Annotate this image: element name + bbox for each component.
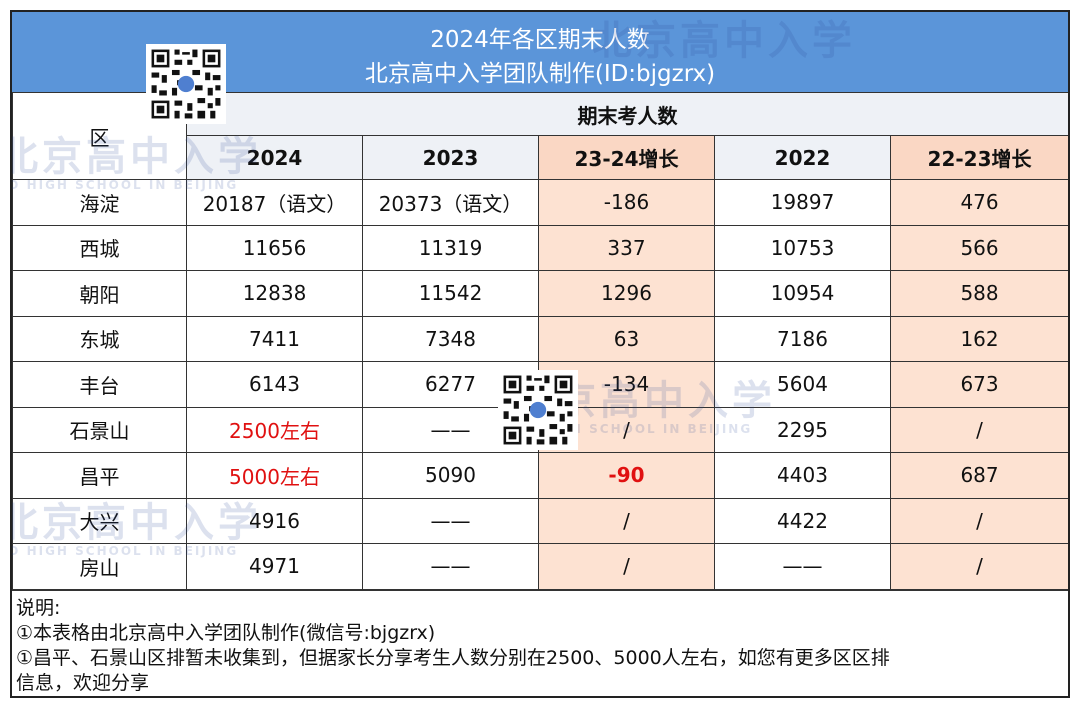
qr-code-icon — [501, 373, 575, 447]
enrollment-table: 区 期末考人数 2024 2023 23-24增长 2022 22-23增长 海… — [12, 92, 1068, 590]
cell-2022: 19897 — [714, 179, 891, 226]
cell-growth-23-24: / — [538, 543, 715, 590]
cell-growth-22-23: / — [889, 406, 1068, 453]
column-header-growth-23-24: 23-24增长 — [538, 135, 715, 180]
enrollment-table-sheet: 2024年各区期末人数 北京高中入学团队制作(ID:bjgzrx) 区 期末考人… — [10, 10, 1070, 698]
cell-growth-22-23: 162 — [889, 315, 1068, 362]
table-row: 朝阳 12838 11542 1296 10954 588 — [12, 270, 1068, 317]
notes-line-3: 信息，欢迎分享 — [16, 672, 150, 694]
district-cell: 朝阳 — [12, 270, 187, 317]
cell-2024: 7411 — [186, 315, 363, 362]
cell-2024: 12838 — [186, 270, 363, 317]
notes-line-1: ①本表格由北京高中入学团队制作(微信号:bjgzrx) — [16, 622, 436, 644]
district-cell: 西城 — [12, 224, 187, 271]
column-header-2024: 2024 — [186, 135, 363, 180]
cell-2022: 5604 — [714, 361, 891, 408]
cell-2024: 11656 — [186, 224, 363, 271]
cell-growth-22-23: 673 — [889, 361, 1068, 408]
notes-section: 说明: ①本表格由北京高中入学团队制作(微信号:bjgzrx) ①昌平、石景山区… — [12, 590, 1068, 696]
district-cell: 石景山 — [12, 406, 187, 453]
cell-2022: 10954 — [714, 270, 891, 317]
cell-2023: 5090 — [362, 452, 539, 499]
cell-2024: 6143 — [186, 361, 363, 408]
cell-2023: —— — [362, 543, 539, 590]
column-header-2023: 2023 — [362, 135, 539, 180]
page-title: 2024年各区期末人数 — [430, 27, 650, 53]
cell-2023: 7348 — [362, 315, 539, 362]
qr-code-center — [498, 370, 578, 450]
cell-growth-22-23: 588 — [889, 270, 1068, 317]
cell-2024: 5000左右 — [186, 452, 363, 499]
qr-code-icon — [149, 47, 223, 121]
notes-line-2: ①昌平、石景山区排暂未收集到，但据家长分享考生人数分别在2500、5000人左右… — [16, 647, 890, 669]
qr-code-top — [146, 44, 226, 124]
column-header-growth-22-23: 22-23增长 — [889, 135, 1068, 180]
cell-growth-23-24: 337 — [538, 224, 715, 271]
cell-2023: 20373（语文） — [362, 179, 539, 226]
notes-heading: 说明: — [16, 597, 61, 619]
cell-2024: 4916 — [186, 497, 363, 544]
cell-growth-22-23: / — [889, 497, 1068, 544]
cell-growth-23-24: / — [538, 497, 715, 544]
cell-2022: 2295 — [714, 406, 891, 453]
cell-2023: 11319 — [362, 224, 539, 271]
group-header: 期末考人数 — [185, 92, 1068, 136]
cell-2022: 4422 — [714, 497, 891, 544]
cell-growth-23-24: -186 — [538, 179, 715, 226]
district-cell: 昌平 — [12, 452, 187, 499]
district-cell: 丰台 — [12, 361, 187, 408]
district-cell: 大兴 — [12, 497, 187, 544]
cell-growth-23-24: 63 — [538, 315, 715, 362]
cell-2022: 4403 — [714, 452, 891, 499]
cell-growth-22-23: 476 — [889, 179, 1068, 226]
cell-2024: 20187（语文） — [186, 179, 363, 226]
table-row: 西城 11656 11319 337 10753 566 — [12, 224, 1068, 271]
cell-2024: 4971 — [186, 543, 363, 590]
cell-2023: 11542 — [362, 270, 539, 317]
table-row: 东城 7411 7348 63 7186 162 — [12, 315, 1068, 362]
cell-2022: —— — [714, 543, 891, 590]
table-header-row-1: 区 期末考人数 — [12, 92, 1068, 180]
cell-2024: 2500左右 — [186, 406, 363, 453]
table-row: 大兴 4916 —— / 4422 / — [12, 497, 1068, 544]
cell-2022: 10753 — [714, 224, 891, 271]
table-header-row-2: 2024 2023 23-24增长 2022 22-23增长 — [13, 135, 1068, 180]
page-subtitle: 北京高中入学团队制作(ID:bjgzrx) — [364, 61, 716, 87]
cell-growth-22-23: 687 — [889, 452, 1068, 499]
cell-2022: 7186 — [714, 315, 891, 362]
cell-growth-23-24: -90 — [538, 452, 715, 499]
cell-growth-22-23: 566 — [889, 224, 1068, 271]
table-row: 房山 4971 —— / —— / — [12, 543, 1068, 590]
table-row: 海淀 20187（语文） 20373（语文） -186 19897 476 — [12, 179, 1068, 226]
cell-growth-22-23: / — [889, 543, 1068, 590]
district-cell: 房山 — [12, 543, 187, 590]
cell-growth-23-24: 1296 — [538, 270, 715, 317]
district-cell: 海淀 — [12, 179, 187, 226]
cell-2023: —— — [362, 497, 539, 544]
column-header-2022: 2022 — [714, 135, 891, 180]
table-row: 昌平 5000左右 5090 -90 4403 687 — [12, 452, 1068, 499]
district-cell: 东城 — [12, 315, 187, 362]
table-row: 石景山 2500左右 —— / 2295 / — [12, 406, 1068, 453]
